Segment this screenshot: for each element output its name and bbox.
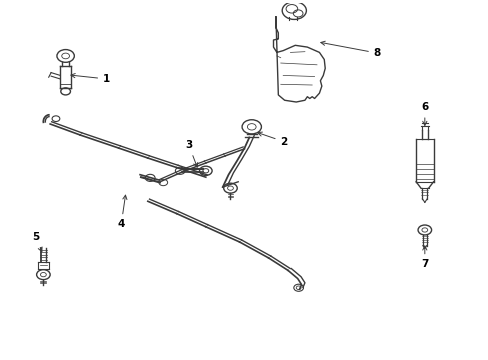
Text: 4: 4	[117, 195, 127, 229]
Text: 5: 5	[32, 233, 42, 252]
Text: 8: 8	[320, 41, 380, 58]
Text: 2: 2	[257, 132, 287, 147]
Text: 3: 3	[185, 140, 197, 167]
Text: 7: 7	[420, 246, 427, 269]
Text: 1: 1	[71, 73, 110, 84]
Text: 6: 6	[420, 102, 427, 125]
